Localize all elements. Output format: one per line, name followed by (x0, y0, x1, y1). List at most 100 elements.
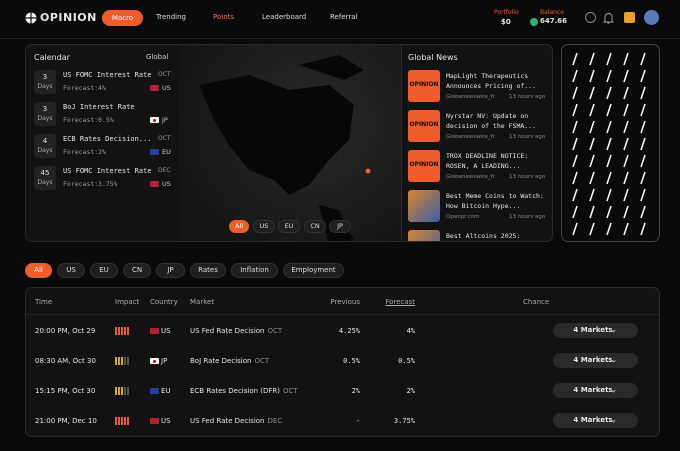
days-number: 3 (42, 73, 48, 81)
event-name: BoJ Interest Rate (63, 103, 135, 111)
news-headline[interactable]: TROX DEADLINE NOTICE: ROSEN, A LEADING..… (446, 152, 529, 170)
markets-button[interactable]: 4 Markets (553, 383, 638, 398)
calendar-scope: Global (146, 53, 169, 61)
news-thumb: OPINION (408, 150, 440, 182)
row-country: JP (161, 357, 168, 365)
forecast-label: Forecast: (63, 116, 99, 124)
flag (150, 328, 159, 334)
markets-label[interactable]: 4 Markets (573, 326, 613, 334)
region: US (162, 180, 171, 188)
impact-bar (121, 417, 123, 425)
map-filter[interactable]: JP (329, 220, 351, 233)
column-header: Market (190, 298, 215, 306)
thumb-logo: OPINION (409, 161, 439, 168)
row-market: ECB Rates Decision (DFR) (190, 387, 281, 395)
news-headline[interactable]: Best Meme Coins to Watch: How Bitcoin Hy… (446, 192, 544, 210)
row-previous: 4.25% (338, 327, 360, 335)
impact-bar (127, 357, 129, 365)
balance-label: Balance (540, 9, 564, 16)
days-badge: 3 Days (34, 70, 56, 94)
event-name: ECB Rates Decision... (63, 135, 152, 143)
markets-button[interactable]: 4 Markets (553, 413, 638, 428)
column-header: Previous (330, 298, 360, 306)
slash-pattern (568, 49, 656, 239)
filter[interactable]: US (57, 263, 85, 278)
flag (150, 85, 159, 91)
impact-bar (115, 387, 117, 395)
flag-dot (153, 118, 156, 122)
impact-bar (124, 387, 126, 395)
row-month: OCT (283, 387, 298, 395)
filter[interactable]: All (25, 263, 52, 278)
map-filter[interactable]: US (253, 220, 275, 233)
event-month: OCT (158, 71, 171, 78)
promo-panel (561, 44, 660, 242)
map-filter[interactable]: EU (278, 220, 300, 233)
nav-item[interactable]: Leaderboard (262, 13, 307, 21)
flag (150, 181, 159, 187)
days-unit: Days (37, 115, 53, 122)
avatar[interactable] (644, 10, 659, 25)
row-forecast: 4% (406, 327, 415, 335)
impact-bar (127, 417, 129, 425)
map (179, 45, 401, 241)
nav-item[interactable]: Trending (156, 13, 186, 21)
row-month: OCT (267, 327, 283, 335)
markets-button[interactable]: 4 Markets (553, 353, 638, 368)
markets-button[interactable]: 4 Markets (553, 323, 638, 338)
row-market: BoJ Rate Decision (190, 357, 252, 365)
flag-dot (153, 359, 156, 363)
gift-icon[interactable] (624, 12, 635, 23)
days-badge: 4 Days (34, 134, 56, 158)
map-shapes (199, 55, 371, 241)
bell-icon[interactable] (603, 12, 614, 24)
impact-bar (115, 417, 117, 425)
days-unit: Days (37, 147, 53, 154)
impact-bar (124, 357, 126, 365)
nav-item[interactable]: Points (213, 13, 235, 21)
row-country: US (161, 327, 171, 335)
filter[interactable]: Inflation (231, 263, 278, 278)
separator (401, 45, 402, 241)
map-filter[interactable]: CN (304, 220, 326, 233)
news-headline[interactable]: Best Altcoins 2025: (446, 232, 521, 240)
column-header: Impact (115, 298, 140, 306)
flag (150, 388, 159, 394)
news-source: Globenewswire_fr (446, 94, 495, 100)
row-previous: 0.5% (343, 357, 360, 365)
portfolio-value: $0 (501, 18, 511, 26)
filter[interactable]: Employment (283, 263, 344, 278)
days-number: 45 (40, 169, 50, 177)
row-time: 20:00 PM, Oct 29 (35, 327, 96, 335)
markets-label[interactable]: 4 Markets (573, 386, 613, 394)
nav-item[interactable]: Referral (330, 13, 358, 21)
row-previous: - (355, 417, 360, 425)
news-source: Globenewswire_fr (446, 134, 495, 140)
impact-bar (121, 327, 123, 335)
currency-icon[interactable] (585, 12, 596, 23)
map-filter[interactable]: All (229, 220, 249, 233)
column-header: Time (35, 298, 53, 306)
news-thumb: OPINION (408, 70, 440, 102)
days-number: 4 (42, 137, 48, 145)
balance-value: 647.66 (540, 17, 568, 25)
filter[interactable]: Rates (190, 263, 226, 278)
event-name: US FOMC Interest Rate (63, 167, 152, 175)
nav-item[interactable]: Macro (102, 10, 143, 26)
column-header: Chance (523, 298, 550, 306)
calendar-title: Calendar (34, 53, 70, 62)
markets-label[interactable]: 4 Markets (573, 416, 613, 424)
news-headline[interactable]: Nyrstar NV: Update on decision of the FS… (446, 112, 537, 130)
days-number: 3 (42, 105, 48, 113)
region: US (162, 84, 171, 92)
news-thumb: OPINION (408, 110, 440, 142)
markets-label[interactable]: 4 Markets (573, 356, 613, 364)
filter[interactable]: CN (123, 263, 151, 278)
divider (0, 38, 680, 39)
impact-bar (118, 387, 120, 395)
news-thumb (408, 190, 440, 222)
forecast-label: Forecast: (63, 84, 99, 92)
filter[interactable]: EU (90, 263, 118, 278)
news-headline[interactable]: MapLight Therapeutics Announces Pricing … (446, 72, 537, 90)
filter[interactable]: JP (156, 263, 185, 278)
